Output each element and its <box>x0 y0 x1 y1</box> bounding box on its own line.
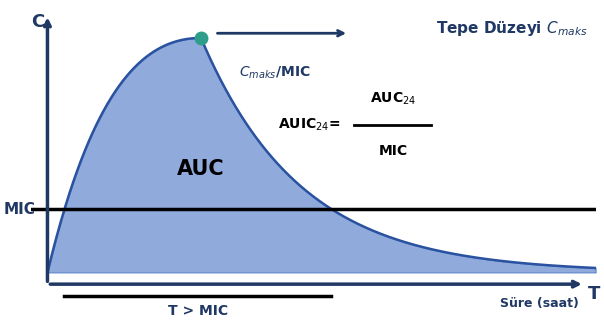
Text: AUC$_{24}$: AUC$_{24}$ <box>370 91 416 107</box>
Text: Tepe Düzeyi $C_{maks}$: Tepe Düzeyi $C_{maks}$ <box>436 19 588 38</box>
Text: AUC: AUC <box>177 159 225 179</box>
Text: C: C <box>31 13 44 31</box>
Text: Süre (saat): Süre (saat) <box>500 297 579 310</box>
Text: $C_{maks}$/MIC: $C_{maks}$/MIC <box>239 65 311 81</box>
Text: MIC: MIC <box>378 143 407 158</box>
Text: T > MIC: T > MIC <box>168 304 228 318</box>
Text: T: T <box>588 285 600 303</box>
Text: AUIC$_{24}$=: AUIC$_{24}$= <box>278 117 340 133</box>
Text: MIC: MIC <box>4 202 36 217</box>
